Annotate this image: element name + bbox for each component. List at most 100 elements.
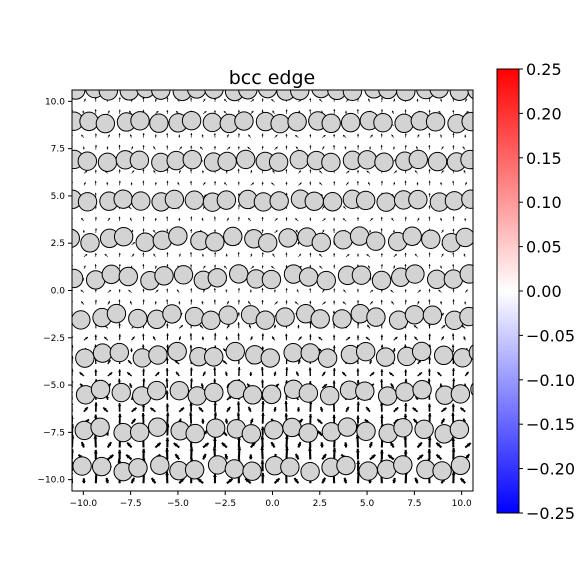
- arrow-head: [333, 145, 336, 147]
- arrow-head: [390, 289, 393, 292]
- arrow-head: [130, 477, 135, 482]
- x-tick-label: 5.0: [360, 499, 375, 509]
- arrow-head: [106, 146, 109, 149]
- arrow-head: [333, 253, 336, 256]
- atom: [356, 421, 376, 441]
- arrow-head: [357, 217, 360, 220]
- arrow-head: [225, 170, 228, 173]
- arrow-head: [428, 193, 431, 196]
- arrow-head: [85, 337, 88, 340]
- arrow-head: [213, 401, 217, 406]
- arrow-head: [419, 454, 424, 459]
- arrow-head: [132, 253, 135, 256]
- arrow-head: [213, 299, 216, 302]
- arrow-head: [94, 133, 97, 136]
- arrow-head: [189, 252, 193, 255]
- atom: [408, 149, 428, 170]
- arrow-head: [165, 437, 170, 442]
- atom: [321, 113, 341, 134]
- arrow-head: [151, 477, 156, 482]
- atom: [316, 270, 336, 291]
- atom: [95, 113, 116, 134]
- arrow-head: [80, 383, 84, 387]
- arrow-head: [236, 401, 241, 405]
- arrow-head: [82, 110, 85, 113]
- arrow-head: [273, 371, 277, 375]
- arrow-head: [323, 301, 326, 304]
- atom: [460, 149, 473, 170]
- arrow-head: [294, 478, 299, 483]
- arrow-head: [285, 109, 288, 112]
- arrow-head: [166, 323, 169, 326]
- arrow-head: [295, 134, 298, 137]
- arrow-head: [392, 229, 395, 232]
- atom: [207, 268, 227, 288]
- arrow-head: [380, 109, 383, 112]
- atom: [234, 111, 254, 131]
- arrow-head: [72, 434, 75, 439]
- atom: [147, 380, 167, 401]
- atom: [92, 343, 113, 363]
- atom: [394, 113, 414, 134]
- arrow-head: [452, 299, 455, 302]
- arrow-head: [141, 448, 146, 453]
- atom: [119, 90, 139, 101]
- arrow-head: [251, 110, 254, 113]
- arrow-head: [204, 443, 209, 447]
- atom: [75, 348, 95, 368]
- atom: [283, 343, 303, 363]
- arrow-head: [154, 301, 157, 304]
- arrow-head: [394, 336, 398, 340]
- atom: [411, 341, 432, 362]
- arrow-head: [260, 472, 265, 477]
- arrow-head: [118, 216, 121, 219]
- arrow-head: [142, 109, 145, 112]
- arrow-head: [228, 478, 233, 483]
- arrow-head: [441, 336, 444, 340]
- arrow-head: [463, 336, 466, 340]
- arrow-head: [130, 265, 133, 268]
- arrow-head: [203, 430, 207, 435]
- arrow-head: [357, 144, 360, 147]
- arrow-head: [428, 133, 431, 135]
- arrow-head: [237, 181, 240, 184]
- arrow-head: [369, 359, 372, 363]
- arrow-head: [465, 371, 469, 375]
- arrow-head: [309, 98, 312, 101]
- atom: [336, 455, 356, 476]
- arrow-head: [404, 216, 407, 219]
- arrow-head: [166, 333, 169, 336]
- atom: [164, 189, 185, 210]
- arrow-head: [141, 344, 145, 347]
- arrow-head: [154, 98, 157, 101]
- arrow-head: [320, 442, 324, 446]
- arrow-head: [261, 401, 265, 405]
- arrow-head: [190, 216, 193, 219]
- arrow-head: [200, 383, 204, 387]
- arrow-head: [299, 419, 303, 423]
- arrow-head: [417, 301, 420, 304]
- arrow-head: [404, 252, 407, 255]
- atom: [449, 90, 470, 101]
- arrow-head: [156, 372, 160, 376]
- arrow-head: [180, 407, 184, 411]
- arrow-head: [441, 229, 444, 232]
- arrow-head: [322, 289, 325, 292]
- plot-area: [71, 89, 474, 492]
- atom: [207, 455, 228, 475]
- atom: [472, 424, 473, 432]
- arrow-head: [379, 449, 384, 454]
- arrow-head: [189, 378, 194, 382]
- arrow-head: [319, 265, 322, 268]
- arrow-head: [404, 299, 407, 302]
- arrow-head: [427, 403, 432, 407]
- arrow-head: [379, 402, 384, 406]
- atom: [135, 232, 155, 252]
- x-tick-label: −5.0: [167, 499, 189, 509]
- arrow-head: [427, 368, 431, 372]
- atom: [300, 343, 320, 363]
- arrow-head: [356, 322, 360, 325]
- arrow-head: [393, 98, 396, 101]
- atom: [72, 228, 80, 248]
- arrow-head: [142, 133, 145, 135]
